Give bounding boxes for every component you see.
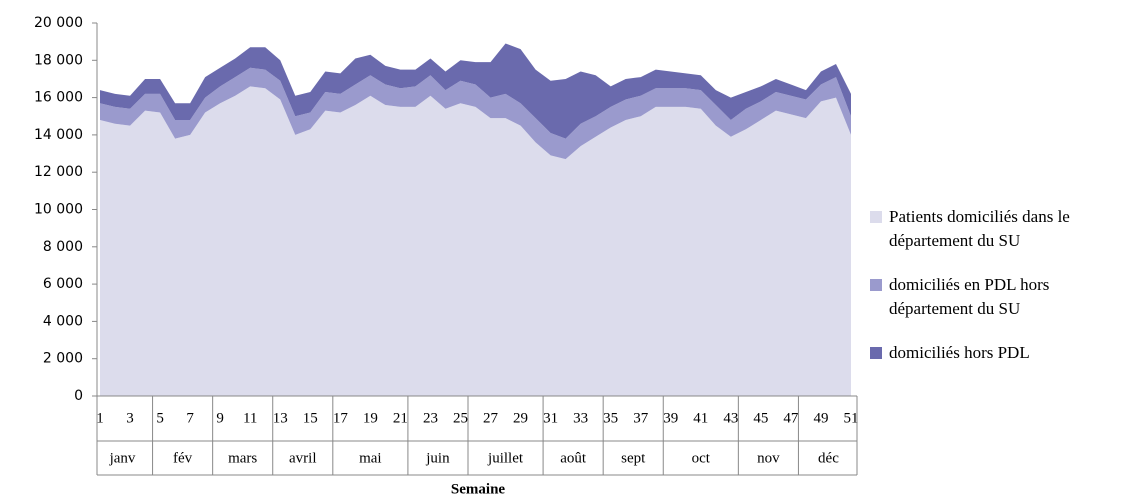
y-tick-label: 14 000 bbox=[34, 127, 83, 143]
x-tick-label: 21 bbox=[393, 410, 408, 426]
y-tick-label: 16 000 bbox=[34, 90, 83, 106]
y-tick-label: 10 000 bbox=[34, 202, 83, 218]
y-tick-label: 0 bbox=[74, 388, 83, 404]
month-label: nov bbox=[757, 450, 780, 466]
legend-swatch bbox=[870, 279, 882, 291]
x-tick-label: 39 bbox=[663, 410, 678, 426]
legend-entry: domiciliés en PDL hors département du SU bbox=[870, 273, 1115, 321]
y-tick-label: 18 000 bbox=[34, 52, 83, 68]
x-tick-label: 43 bbox=[723, 410, 738, 426]
legend-label: domiciliés en PDL hors département du SU bbox=[889, 275, 1050, 318]
area bbox=[100, 43, 851, 139]
legend-entry: domiciliés hors PDL bbox=[870, 341, 1115, 365]
x-tick-label: 23 bbox=[423, 410, 438, 426]
x-tick-label: 13 bbox=[273, 410, 288, 426]
y-tick-label: 4 000 bbox=[43, 313, 83, 329]
x-tick-label: 25 bbox=[453, 410, 468, 426]
x-tick-label: 5 bbox=[156, 410, 164, 426]
x-tick-label: 47 bbox=[783, 410, 799, 426]
month-label: déc bbox=[818, 450, 839, 466]
month-label: janv bbox=[109, 450, 136, 466]
month-label: oct bbox=[692, 450, 711, 466]
x-tick-label: 41 bbox=[693, 410, 708, 426]
y-tick-label: 8 000 bbox=[43, 239, 83, 255]
y-tick-label: 20 000 bbox=[34, 15, 83, 31]
x-tick-label: 7 bbox=[186, 410, 194, 426]
month-label: fév bbox=[173, 450, 193, 466]
month-label: août bbox=[560, 450, 587, 466]
x-axis-title: Semaine bbox=[451, 481, 506, 497]
x-tick-label: 1 bbox=[96, 410, 104, 426]
legend: Patients domiciliés dans le département … bbox=[870, 205, 1115, 385]
x-tick-label: 49 bbox=[813, 410, 828, 426]
x-tick-label: 17 bbox=[333, 410, 349, 426]
x-tick-label: 45 bbox=[753, 410, 768, 426]
month-label: juin bbox=[425, 450, 450, 466]
x-tick-label: 11 bbox=[243, 410, 257, 426]
x-tick-label: 9 bbox=[216, 410, 224, 426]
y-tick-label: 12 000 bbox=[34, 164, 83, 180]
legend-entry: Patients domiciliés dans le département … bbox=[870, 205, 1115, 253]
month-label: juillet bbox=[487, 450, 524, 466]
legend-label: Patients domiciliés dans le département … bbox=[889, 207, 1070, 250]
legend-label: domiciliés hors PDL bbox=[889, 343, 1030, 362]
x-tick-label: 19 bbox=[363, 410, 378, 426]
x-tick-label: 31 bbox=[543, 410, 558, 426]
x-tick-label: 3 bbox=[126, 410, 134, 426]
x-tick-label: 33 bbox=[573, 410, 588, 426]
x-tick-label: 51 bbox=[844, 410, 859, 426]
areas bbox=[100, 43, 851, 396]
x-tick-label: 35 bbox=[603, 410, 618, 426]
y-tick-label: 2 000 bbox=[43, 351, 83, 367]
month-label: sept bbox=[621, 450, 646, 466]
x-tick-label: 15 bbox=[303, 410, 318, 426]
x-tick-label: 27 bbox=[483, 410, 499, 426]
x-tick-label: 29 bbox=[513, 410, 528, 426]
y-tick-label: 6 000 bbox=[43, 276, 83, 292]
legend-swatch bbox=[870, 211, 882, 223]
area bbox=[100, 86, 851, 396]
area bbox=[100, 67, 851, 160]
legend-swatch bbox=[870, 347, 882, 359]
x-tick-label: 37 bbox=[633, 410, 649, 426]
month-label: mai bbox=[359, 450, 382, 466]
month-label: avril bbox=[289, 450, 317, 466]
month-label: mars bbox=[228, 450, 257, 466]
